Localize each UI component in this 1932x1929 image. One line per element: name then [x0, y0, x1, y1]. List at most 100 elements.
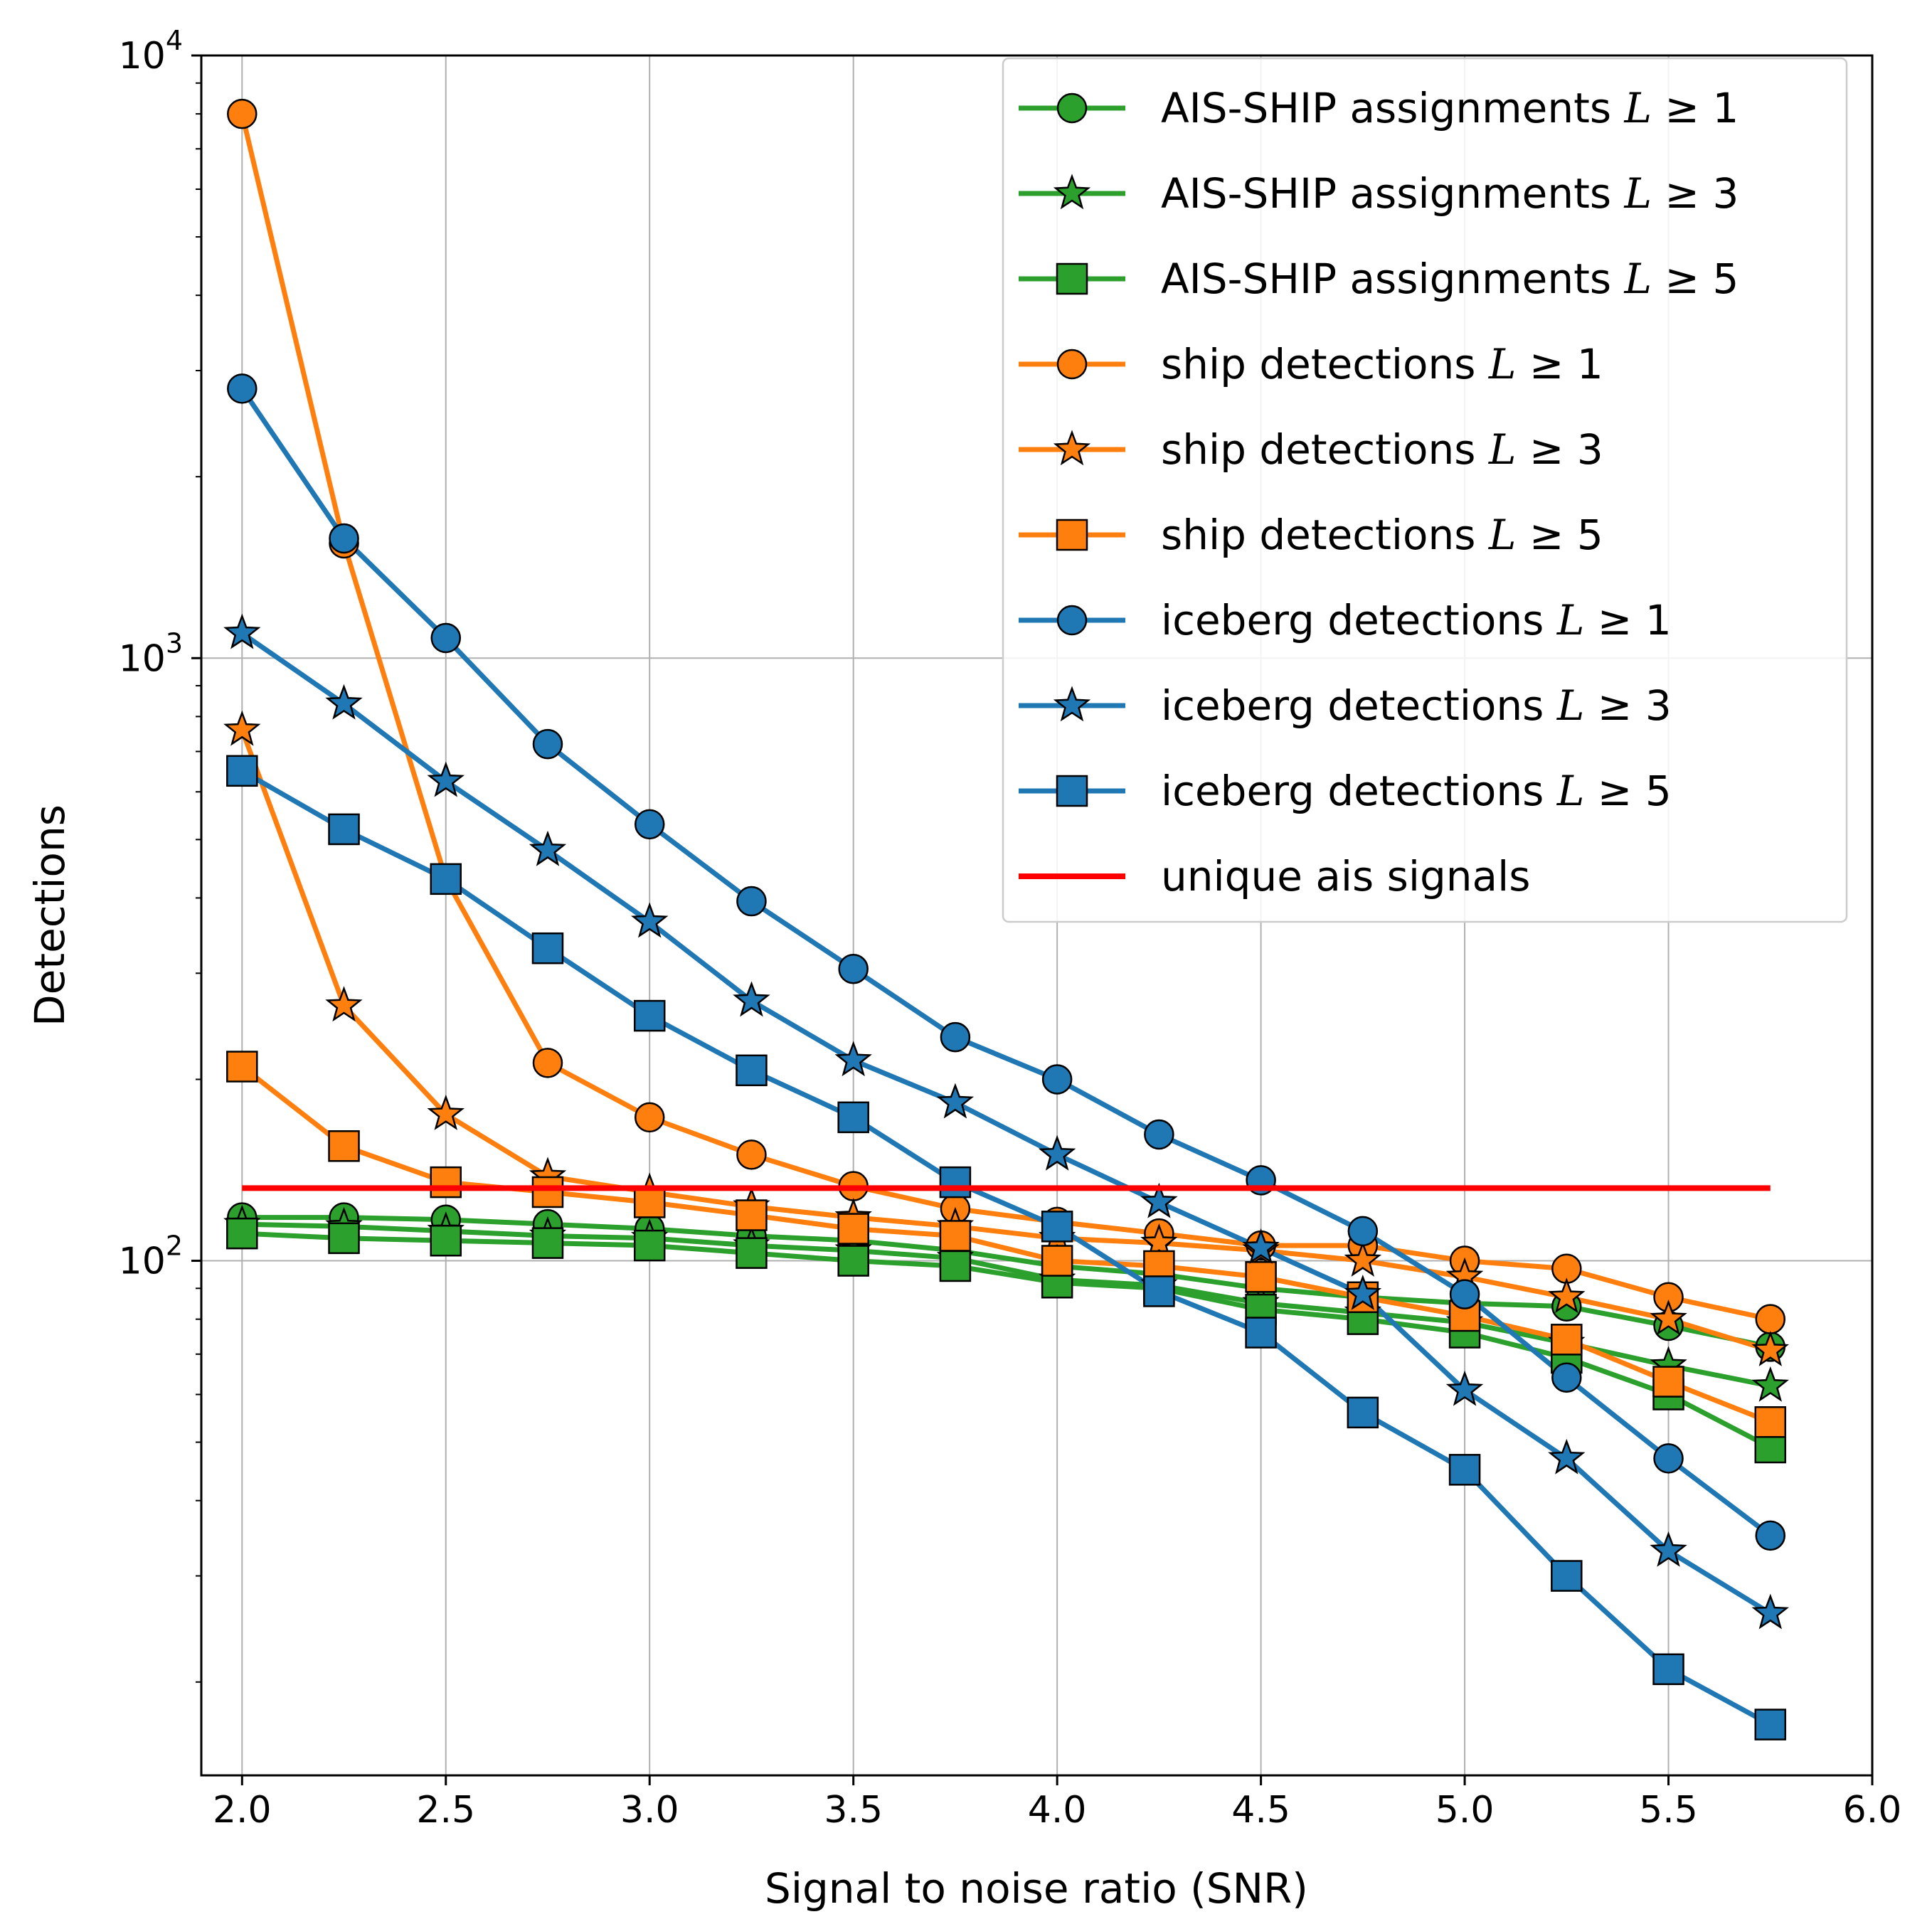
series-3-point — [227, 98, 258, 129]
legend-label: iceberg detections L ≥ 1 — [1161, 596, 1672, 644]
series-8-point — [328, 813, 360, 846]
legend-box — [1002, 57, 1848, 923]
legend-label: AIS-SHIP assignments L ≥ 3 — [1161, 169, 1739, 218]
series-8-point — [1551, 1560, 1583, 1592]
series-7-point — [1751, 1593, 1790, 1630]
series-line-5 — [240, 1064, 1772, 1425]
series-line-6 — [240, 387, 1772, 1538]
legend-label: unique ais signals — [1161, 852, 1530, 900]
series-3-point — [1755, 1304, 1786, 1334]
legend-marker — [1056, 262, 1088, 295]
series-2-point — [736, 1237, 768, 1269]
series-line-8 — [240, 768, 1772, 1727]
series-3-point — [736, 1139, 767, 1170]
series-5-point — [837, 1213, 869, 1245]
series-6-point — [1551, 1362, 1582, 1393]
series-8-point — [1448, 1454, 1481, 1486]
series-4-point — [1344, 1240, 1382, 1277]
series-7-point — [834, 1041, 872, 1077]
series-6-point — [227, 373, 258, 404]
series-7-point — [1140, 1182, 1178, 1218]
y-axis: 102 103 104 — [119, 25, 201, 1683]
series-6-point — [1144, 1119, 1174, 1150]
y-tick-label: 103 — [119, 627, 183, 680]
series-7-point — [936, 1083, 975, 1119]
series-line-2 — [242, 1231, 1772, 1450]
series-5-point — [1245, 1261, 1277, 1293]
x-tick-label: 3.0 — [620, 1789, 679, 1832]
series-5-point — [226, 1051, 258, 1083]
series-6-point — [1041, 1064, 1073, 1095]
series-7-point — [733, 981, 770, 1017]
x-tick-label: 6.0 — [1843, 1789, 1902, 1832]
series-5-point — [1754, 1406, 1787, 1438]
series-8-point — [531, 932, 564, 964]
series-2-point — [531, 1227, 564, 1259]
series-6-point — [634, 809, 665, 840]
series-4-point — [1751, 1331, 1789, 1366]
series-7-point — [1038, 1134, 1076, 1171]
series-8-point — [1041, 1211, 1073, 1243]
series-5-point — [430, 1166, 462, 1199]
y-tick-label: 102 — [119, 1231, 183, 1283]
series-5-point — [1652, 1366, 1684, 1398]
legend: AIS-SHIP assignments L ≥ 1 AIS-SHIP assig… — [1002, 57, 1848, 923]
series-8-point — [1245, 1317, 1277, 1349]
series-7-point — [427, 761, 465, 797]
legend-marker — [1053, 686, 1091, 722]
series-6-point — [532, 728, 563, 760]
legend-marker — [1056, 775, 1088, 807]
series-6-point — [940, 1021, 971, 1053]
legend-label: iceberg detections L ≥ 5 — [1161, 767, 1672, 815]
legend-label: AIS-SHIP assignments L ≥ 1 — [1161, 84, 1739, 132]
series-7-point — [1548, 1438, 1586, 1474]
series-6-point — [736, 886, 767, 917]
legend-label: ship detections L ≥ 5 — [1161, 511, 1603, 559]
x-axis: 2.0 2.5 3.0 3.5 4.0 4.5 5.0 5.5 6.0 — [213, 1775, 1901, 1832]
series-4-point — [1650, 1300, 1687, 1336]
series-8-point — [1347, 1396, 1379, 1429]
series-8-point — [226, 755, 258, 787]
x-tick-label: 5.5 — [1639, 1789, 1698, 1832]
legend-marker — [1053, 430, 1091, 466]
series-line-7 — [240, 631, 1772, 1616]
series-4-point — [427, 1095, 465, 1130]
series-3-point — [634, 1102, 665, 1133]
x-tick-label: 4.0 — [1028, 1789, 1087, 1832]
series-5-point — [633, 1186, 666, 1218]
series-8-point — [430, 863, 462, 896]
series-8-point — [837, 1101, 869, 1134]
series-5-point — [939, 1220, 972, 1252]
series-6-point — [1449, 1279, 1480, 1309]
y-tick-label: 104 — [119, 25, 183, 78]
x-tick-label: 2.5 — [416, 1789, 475, 1832]
series-7-point — [630, 902, 669, 938]
series-line-0 — [242, 1215, 1771, 1349]
series-1-point — [1751, 1366, 1789, 1402]
series-3-point — [532, 1048, 563, 1078]
series-4-point — [1140, 1223, 1178, 1260]
series-2-point — [328, 1222, 360, 1255]
series-4-point — [1548, 1277, 1586, 1314]
series-6-point — [329, 523, 359, 554]
series-7-point — [1242, 1228, 1280, 1264]
series-8-point — [1143, 1275, 1175, 1307]
y-axis-label: Detections — [26, 804, 74, 1026]
series-8-point — [1652, 1653, 1684, 1686]
series-4-point — [325, 986, 363, 1022]
series-4-point — [223, 710, 261, 746]
series-8-point — [736, 1054, 768, 1087]
legend-marker — [1056, 349, 1088, 380]
series-6-point — [1347, 1216, 1379, 1247]
x-tick-label: 4.5 — [1231, 1789, 1290, 1832]
x-tick-label: 5.0 — [1435, 1789, 1495, 1832]
series-8-point — [1754, 1709, 1787, 1741]
series-5-point — [328, 1130, 360, 1162]
legend-marker — [1056, 92, 1088, 124]
series-7-point — [1445, 1370, 1484, 1406]
series-8-point — [939, 1166, 972, 1199]
series-6-point — [430, 622, 462, 654]
series-5-point — [531, 1176, 564, 1208]
legend-marker — [1053, 174, 1091, 210]
